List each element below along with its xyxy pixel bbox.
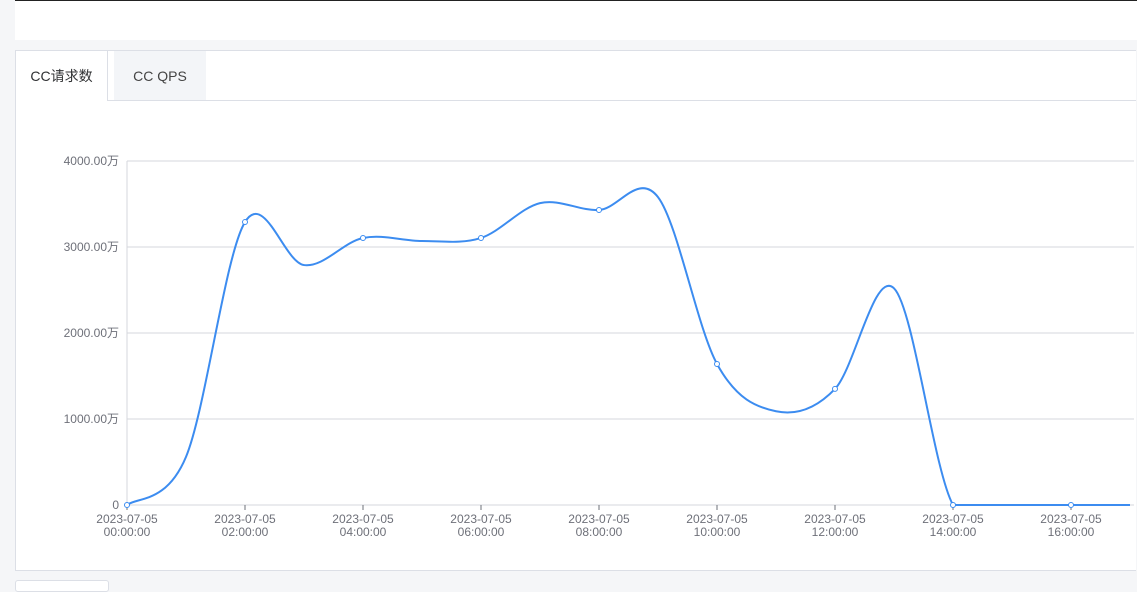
point [596, 207, 602, 214]
y-tick-label: 2000.00万 [64, 326, 119, 340]
x-tick-label: 2023-07-05 10:00:00 [686, 512, 748, 539]
x-tick-label: 2023-07-05 04:00:00 [332, 512, 394, 539]
point [360, 234, 366, 241]
x-tick-label: 2023-07-05 02:00:00 [214, 512, 276, 539]
x-tick-label: 2023-07-05 08:00:00 [568, 512, 630, 539]
tab-active[interactable]: CC请求数 [16, 51, 108, 101]
x-tick-label: 2023-07-05 14:00:00 [922, 512, 984, 539]
y-tick-label: 3000.00万 [64, 240, 119, 254]
x-tick-label: 2023-07-05 16:00:00 [1040, 512, 1102, 539]
y-tick-label: 4000.00万 [64, 154, 119, 168]
x-tick-label: 2023-07-05 12:00:00 [804, 512, 866, 539]
point [714, 360, 720, 367]
line [126, 187, 1130, 506]
tab[interactable]: CC QPS [114, 51, 206, 101]
y-tick-label: 0 [112, 498, 119, 512]
x-tick-label: 2023-07-05 00:00:00 [96, 512, 158, 539]
card: CC请求数 CC QPS [15, 50, 1136, 571]
x-tick-label: 2023-07-05 06:00:00 [450, 512, 512, 539]
point [950, 502, 956, 508]
point [1068, 502, 1074, 508]
point [478, 234, 484, 241]
y-tick-label: 1000.00万 [64, 412, 119, 426]
top-bar [15, 0, 1137, 40]
tab-divider [107, 100, 1136, 101]
point [124, 502, 130, 508]
point [832, 385, 838, 392]
point [242, 219, 248, 226]
